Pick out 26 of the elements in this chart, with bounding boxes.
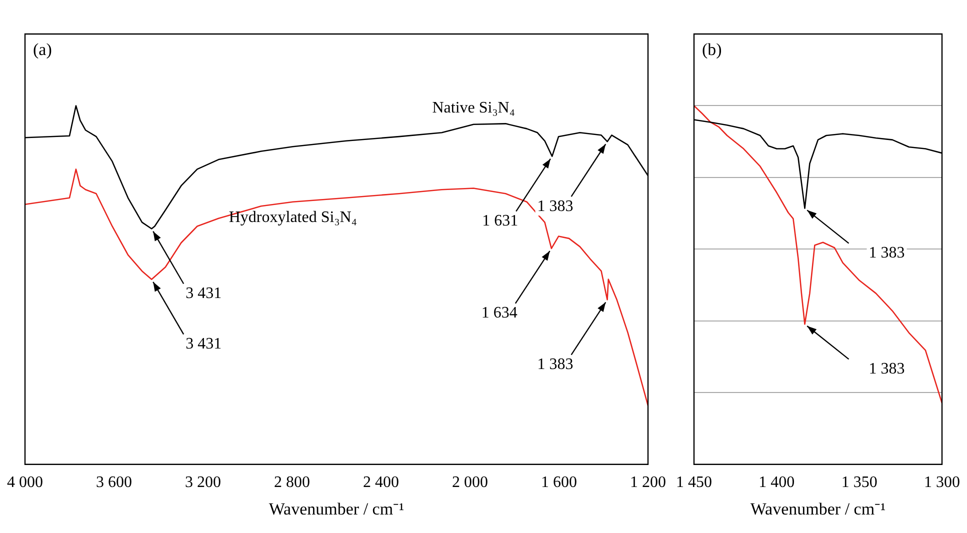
x-tick-label: 2 000 <box>452 474 488 492</box>
x-tick-label: 1 400 <box>758 474 795 492</box>
annotation: 1 634 <box>481 304 518 322</box>
x-tick-label: 1 450 <box>676 474 712 492</box>
annotation: 1 631 <box>482 212 518 230</box>
annotation: 1 383 <box>868 360 905 378</box>
annotation: 3 431 <box>186 284 222 302</box>
annotation: 3 431 <box>186 336 222 353</box>
x-tick-label: 1 350 <box>841 474 878 492</box>
series-label: Native Si₃N₄ <box>432 100 516 117</box>
x-tick-label: 3 200 <box>185 474 221 492</box>
x-tick-label: 4 000 <box>7 474 43 492</box>
x-tick-label: 2 800 <box>274 474 310 492</box>
x-tick-label: 1 200 <box>630 474 666 492</box>
chart-title: (b) <box>702 40 722 59</box>
chart-title: (a) <box>33 40 52 59</box>
x-axis-title: Wavenumber / cm⁻¹ <box>268 499 404 518</box>
series-label: Hydroxylated Si₃N₄ <box>228 209 358 226</box>
x-axis-title: Wavenumber / cm⁻¹ <box>750 499 886 518</box>
x-tick-label: 3 600 <box>96 474 132 492</box>
x-tick-label: 1 600 <box>541 474 577 492</box>
x-tick-label: 2 400 <box>363 474 399 492</box>
annotation: 1 383 <box>868 244 905 262</box>
annotation: 1 383 <box>537 198 574 215</box>
annotation: 1 383 <box>537 356 574 373</box>
x-tick-label: 1 300 <box>924 474 960 492</box>
